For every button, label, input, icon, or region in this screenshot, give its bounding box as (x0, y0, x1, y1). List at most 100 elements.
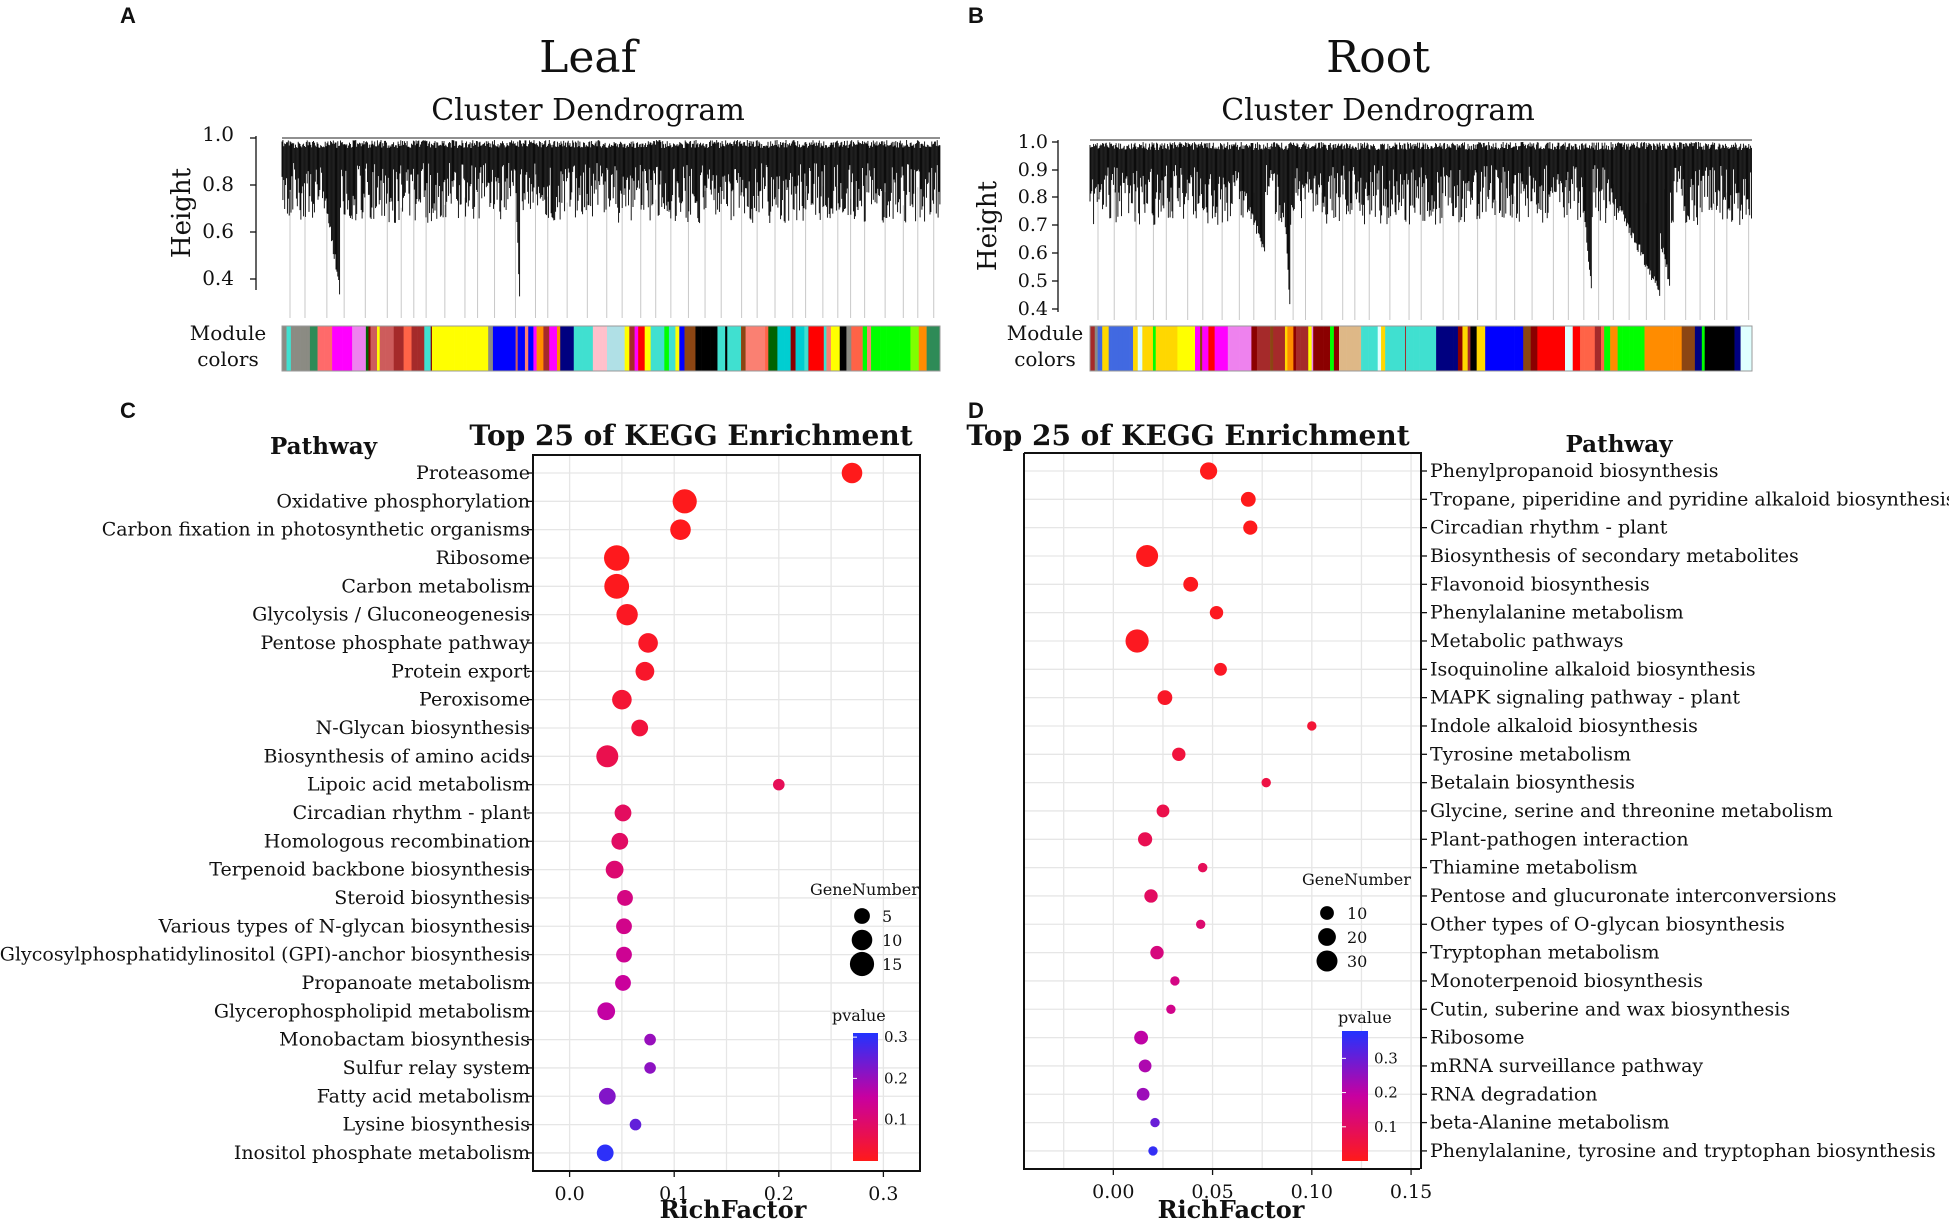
enrichment-point[interactable] (604, 545, 630, 571)
enrichment-point[interactable] (596, 1144, 614, 1162)
enrichment-point[interactable] (841, 462, 863, 484)
module-color-stripe (486, 326, 489, 371)
root-module-label: colors (1014, 347, 1076, 371)
pathway-label: Lipoic acid metabolism (307, 774, 530, 796)
enrichment-point[interactable] (1148, 1146, 1158, 1156)
module-color-stripe (727, 326, 736, 371)
module-color-stripe (1204, 326, 1209, 371)
module-color-stripe (1433, 326, 1437, 371)
enrichment-point[interactable] (1196, 919, 1206, 929)
enrichment-point[interactable] (1138, 832, 1153, 847)
enrichment-point[interactable] (1138, 1059, 1152, 1073)
module-color-stripe (768, 326, 772, 371)
module-color-stripe (1266, 326, 1271, 371)
module-color-stripe (344, 326, 348, 371)
enrichment-point[interactable] (1261, 777, 1271, 788)
enrichment-point[interactable] (616, 603, 638, 626)
enrichment-point[interactable] (670, 519, 691, 540)
enrichment-point[interactable] (1183, 576, 1199, 592)
module-color-stripe (338, 326, 343, 371)
enrichment-point[interactable] (1156, 804, 1170, 818)
enrichment-point[interactable] (1243, 520, 1258, 535)
enrichment-point[interactable] (1136, 1087, 1150, 1101)
module-color-stripe (1387, 326, 1395, 371)
enrichment-point[interactable] (604, 573, 630, 599)
pathway-label: mRNA surveillance pathway (1430, 1055, 1703, 1077)
enrichment-point[interactable] (616, 946, 632, 963)
module-color-stripe (1385, 326, 1389, 371)
enrichment-point[interactable] (773, 778, 785, 791)
module-color-stripe (910, 326, 916, 371)
pathway-label: Carbon metabolism (341, 575, 530, 597)
panel-letter-a: A (120, 3, 136, 28)
enrichment-point[interactable] (1125, 629, 1149, 653)
enrichment-point[interactable] (611, 832, 629, 850)
enrichment-point[interactable] (644, 1062, 656, 1074)
enrichment-point[interactable] (1200, 462, 1218, 480)
enrichment-point[interactable] (605, 860, 624, 879)
enrichment-point[interactable] (1198, 862, 1208, 873)
enrichment-point[interactable] (1166, 1004, 1176, 1014)
enrichment-point[interactable] (1144, 889, 1158, 903)
module-color-stripe (417, 326, 421, 371)
enrichment-point[interactable] (644, 1033, 656, 1046)
module-color-stripe (804, 326, 809, 371)
module-color-stripe (463, 326, 467, 371)
module-color-stripe (466, 326, 472, 371)
module-color-stripe (1497, 326, 1504, 371)
module-color-stripe (1251, 326, 1258, 371)
pathway-label: Inositol phosphate metabolism (234, 1142, 530, 1164)
enrichment-point[interactable] (614, 804, 632, 822)
pathway-label: Fatty acid metabolism (317, 1085, 530, 1107)
enrichment-point[interactable] (1170, 976, 1180, 986)
module-color-stripe (1111, 326, 1119, 371)
leaf-y-tick-label: 0.4 (202, 266, 234, 290)
enrichment-point[interactable] (616, 918, 632, 935)
module-color-stripe (668, 326, 676, 371)
module-color-stripe (1653, 326, 1660, 371)
module-color-stripe (571, 326, 575, 371)
module-color-stripe (1673, 326, 1676, 371)
enrichment-point[interactable] (638, 633, 658, 653)
enrichment-point[interactable] (1214, 662, 1227, 676)
module-color-stripe (1514, 326, 1518, 371)
enrichment-point[interactable] (597, 1002, 616, 1021)
enrichment-point[interactable] (1157, 690, 1173, 706)
enrichment-point[interactable] (596, 745, 619, 768)
leaf-kegg-plot-frame (532, 454, 921, 1172)
enrichment-point[interactable] (612, 689, 632, 710)
enrichment-point[interactable] (1240, 491, 1256, 507)
enrichment-point[interactable] (1150, 1117, 1160, 1128)
enrichment-point[interactable] (635, 661, 655, 681)
module-color-stripe (1444, 326, 1449, 371)
enrichment-point[interactable] (598, 1087, 616, 1105)
enrichment-point[interactable] (672, 489, 697, 514)
module-color-stripe (543, 326, 550, 371)
enrichment-point[interactable] (1172, 747, 1186, 761)
enrichment-point[interactable] (1209, 605, 1224, 620)
module-color-stripe (839, 326, 847, 371)
module-color-stripe (851, 326, 858, 371)
enrichment-point[interactable] (617, 890, 633, 906)
module-color-stripe (1311, 326, 1314, 371)
enrichment-point[interactable] (1136, 544, 1159, 567)
enrichment-point[interactable] (629, 1118, 642, 1131)
enrichment-point[interactable] (615, 975, 631, 991)
module-color-stripe (536, 326, 544, 371)
module-color-stripe (1333, 326, 1340, 371)
module-color-stripe (638, 326, 645, 371)
module-color-stripe (1677, 326, 1682, 371)
module-color-stripe (892, 326, 900, 371)
enrichment-point[interactable] (1150, 945, 1164, 960)
size-legend-label: 10 (1347, 904, 1367, 923)
enrichment-point[interactable] (1134, 1030, 1148, 1045)
module-color-stripe (695, 326, 702, 371)
pathway-label: Protein export (391, 660, 530, 682)
module-color-stripe (1399, 326, 1406, 371)
color-legend-tick-label: 0.3 (884, 1028, 908, 1046)
enrichment-point[interactable] (1307, 721, 1317, 731)
enrichment-point[interactable] (631, 719, 649, 737)
module-color-stripe (1320, 326, 1324, 371)
x-tick-label: 0.00 (1092, 1181, 1134, 1203)
